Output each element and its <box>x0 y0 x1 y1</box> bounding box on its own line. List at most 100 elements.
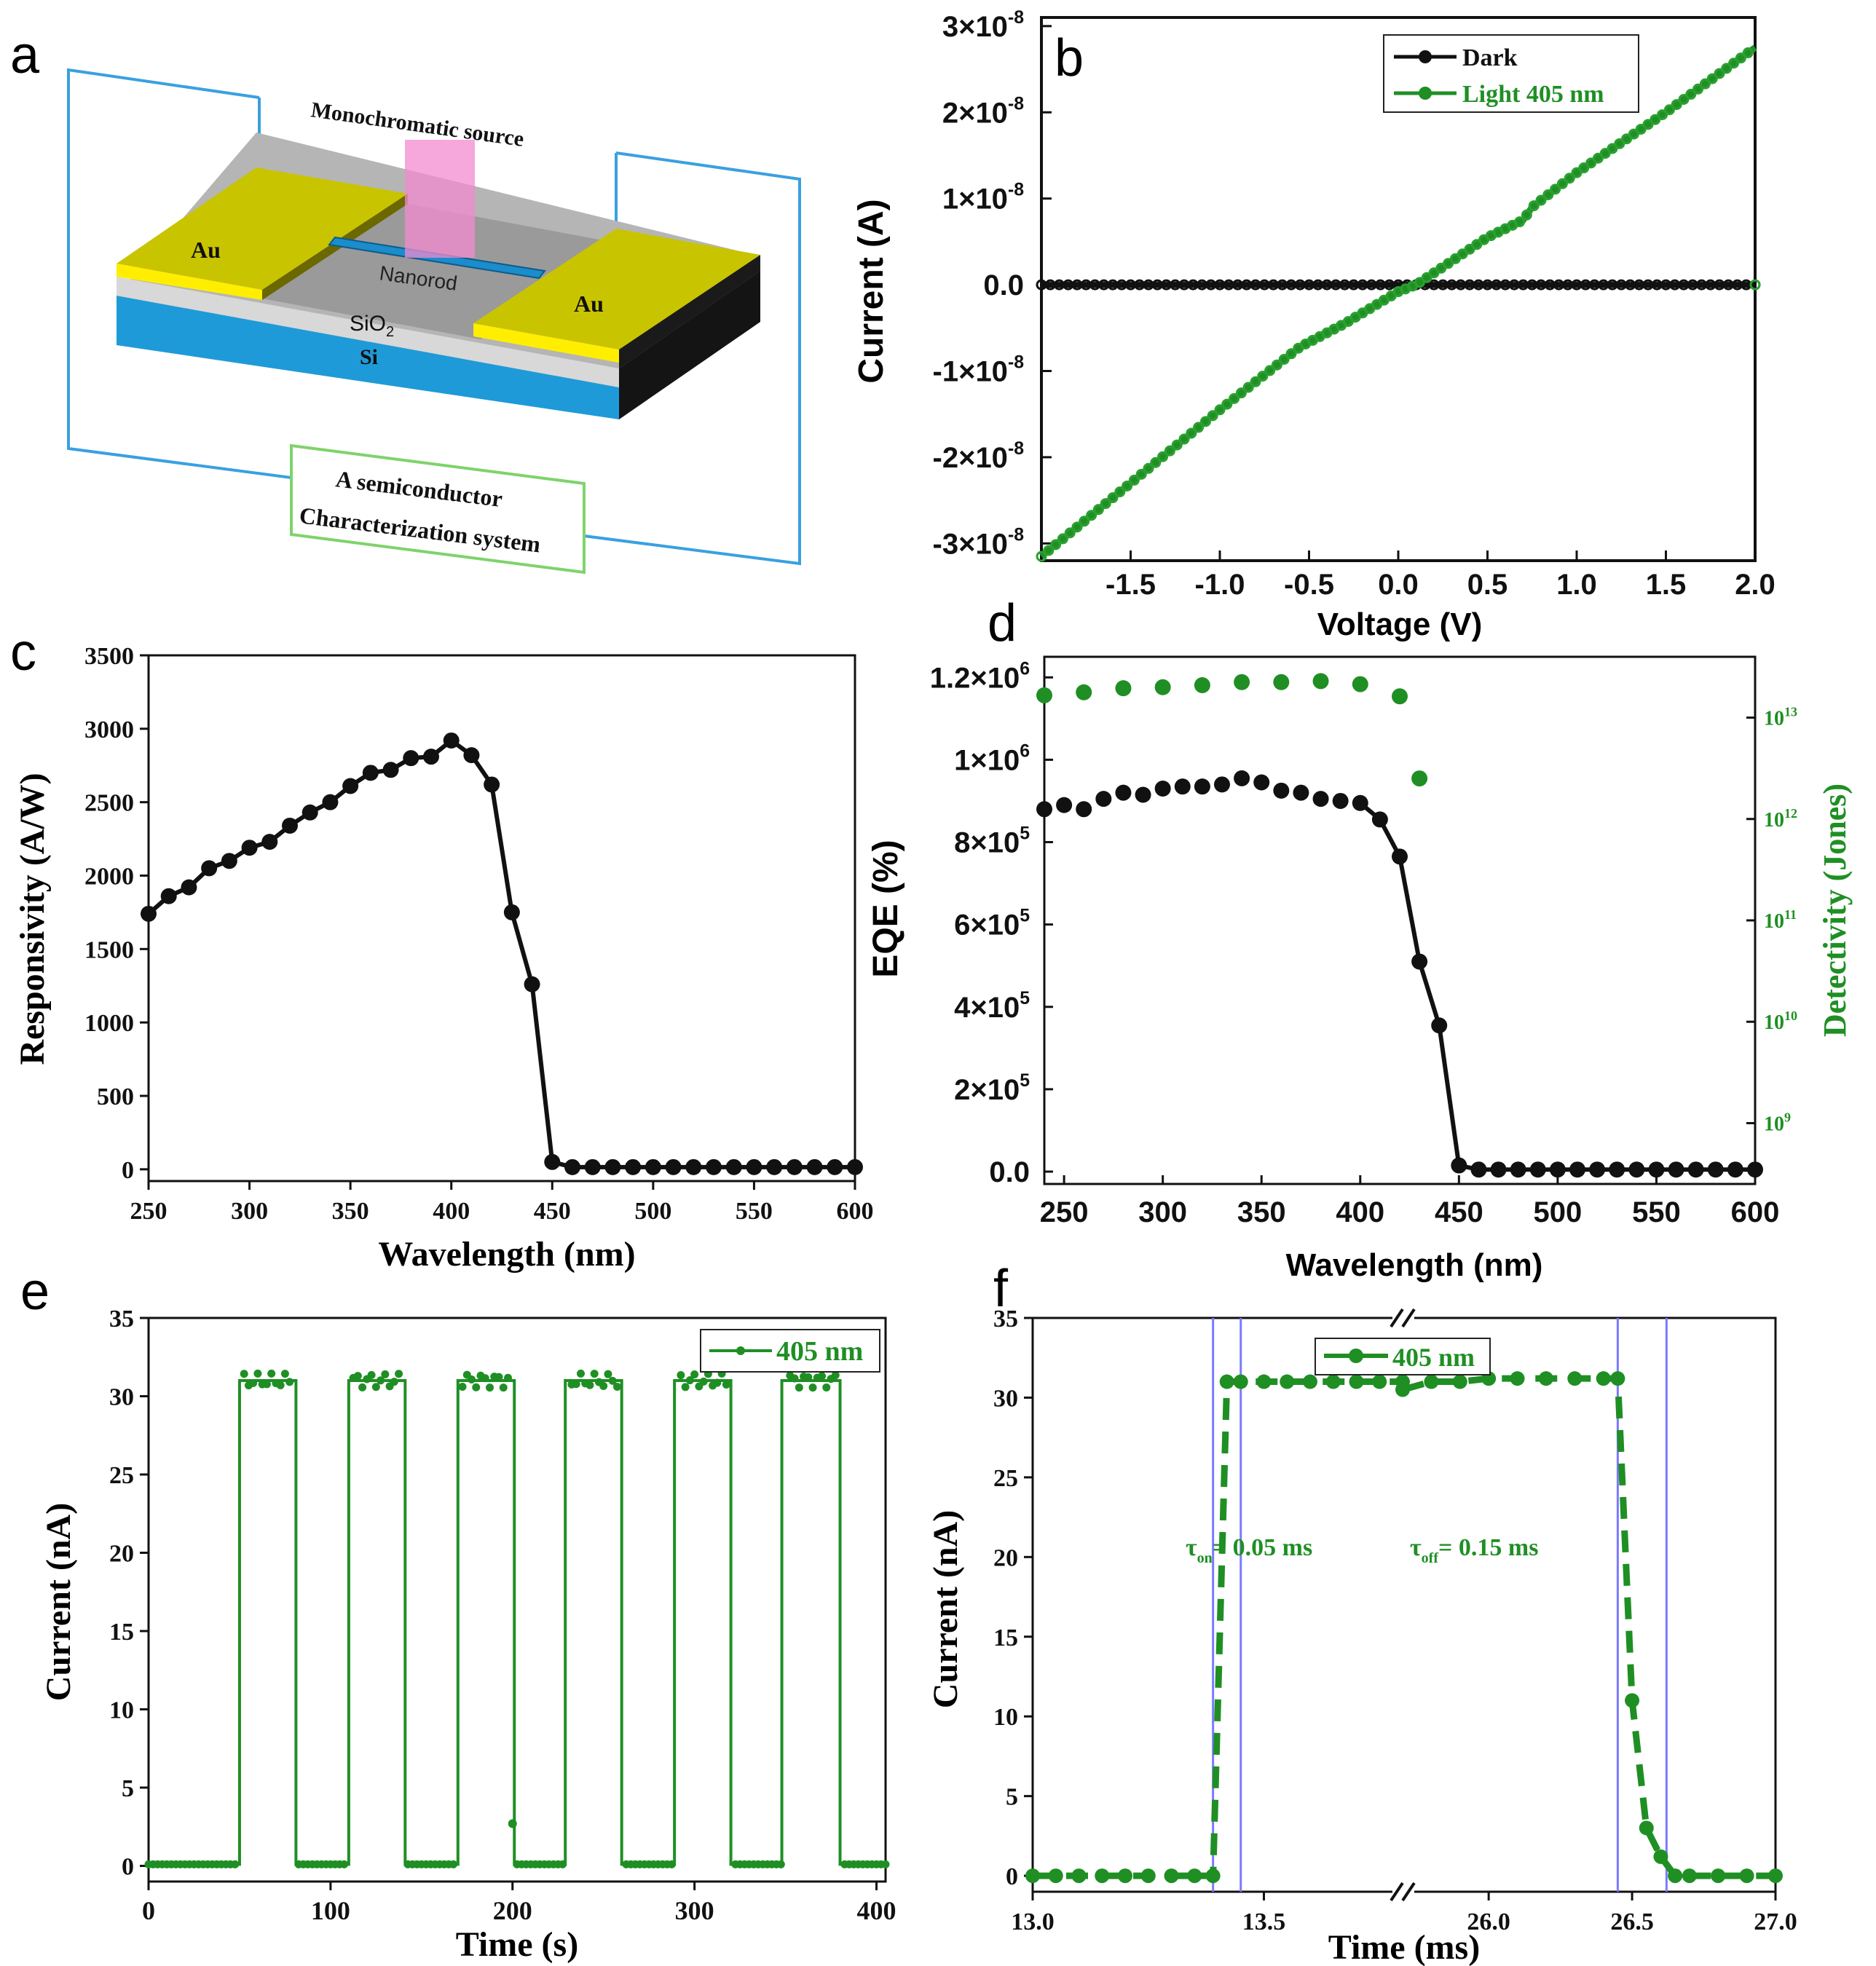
y-tick-label-d-mantissa: 8 <box>954 827 970 859</box>
series-b <box>1036 44 1761 562</box>
y-tick-label-b-times: ×10 <box>958 97 1008 129</box>
y-tick-label-d-times: ×10 <box>970 827 1020 859</box>
y-tick-label-f: 5 <box>1006 1784 1018 1811</box>
data-point-responsivity <box>423 749 439 765</box>
y-tick-label-b-mantissa: 0.0 <box>983 269 1024 301</box>
data-point-405nm <box>590 1370 599 1378</box>
data-point-light <box>1449 253 1461 264</box>
legend-label-f: 405 nm <box>1392 1343 1475 1372</box>
data-point-405nm <box>608 1376 617 1385</box>
data-point-405nm <box>808 1383 817 1392</box>
data-point-light <box>1186 427 1197 439</box>
data-point-responsivity <box>524 976 540 992</box>
data-point-light <box>1528 200 1540 212</box>
data-point-responsivity <box>403 750 419 767</box>
data-point-405nm <box>249 1378 258 1387</box>
y-tick-label-d-right: 1012 <box>1764 806 1797 832</box>
tau-on-annotation: τon= 0.05 ms <box>1186 1534 1312 1566</box>
data-point-light <box>1550 183 1561 195</box>
y-tick-label-d-mantissa: 6 <box>954 909 970 941</box>
data-point-405nm <box>1095 1868 1110 1884</box>
data-point-405nm <box>1187 1868 1202 1884</box>
x-tick-label-e: 0 <box>142 1896 155 1925</box>
data-point-light <box>1250 376 1261 387</box>
x-tick-label-c: 600 <box>837 1198 874 1225</box>
data-point-eqe <box>1569 1161 1585 1178</box>
data-point-light <box>1128 474 1140 486</box>
y-tick-label-b-times: ×10 <box>958 442 1008 474</box>
data-point-light <box>1706 73 1718 84</box>
si-label: Si <box>360 345 378 369</box>
legend-label-dark: Dark <box>1462 44 1518 71</box>
data-point-light <box>1699 78 1711 90</box>
y-tick-label-d-right-exponent: 11 <box>1784 907 1797 922</box>
y-tick-label-b-mantissa: -2 <box>933 442 959 474</box>
x-tick-label-b: 1.5 <box>1646 569 1687 601</box>
y-tick-label-d-right: 1010 <box>1764 1008 1797 1034</box>
data-point-responsivity <box>160 888 177 904</box>
data-point-light <box>1678 93 1690 105</box>
data-point-eqe <box>1411 953 1428 970</box>
data-point-405nm <box>667 1860 676 1868</box>
data-point-405nm <box>449 1860 458 1868</box>
data-point-405nm <box>1452 1374 1467 1389</box>
legend-b: Dark Light 405 nm <box>1383 34 1639 113</box>
data-point-405nm <box>776 1860 785 1868</box>
y-tick-label-b-times: ×10 <box>958 11 1008 43</box>
y-tick-label-f: 30 <box>993 1385 1018 1412</box>
data-point-eqe <box>1174 778 1191 795</box>
data-point-light <box>1092 504 1104 516</box>
data-point-light <box>1642 119 1654 130</box>
data-point-light <box>1122 480 1133 491</box>
data-point-eqe <box>1095 791 1112 808</box>
y-tick-label-b-times: ×10 <box>958 355 1008 387</box>
data-point-405nm <box>599 1381 608 1390</box>
y-axis-title-d-right: Detectivity (Jones) <box>1817 783 1853 1037</box>
data-point-405nm <box>1668 1868 1683 1884</box>
data-point-responsivity <box>544 1153 561 1170</box>
data-point-light <box>1214 404 1226 416</box>
data-point-light <box>1571 167 1583 178</box>
data-point-eqe <box>1510 1161 1526 1178</box>
data-point-eqe <box>1687 1161 1704 1178</box>
data-point-405nm <box>280 1370 289 1378</box>
characterization-system-box <box>290 443 586 575</box>
data-point-405nm <box>231 1860 240 1868</box>
data-point-light <box>1278 354 1290 366</box>
legend-f: 405 nm <box>1315 1338 1491 1375</box>
panel-f-response-time-chart: f 0 5 10 15 20 25 30 35 13.0 13.5 26.0 26.5 27.0 Ti… <box>926 1260 1797 1966</box>
series-line-405nm-seg2 <box>1401 1375 1776 1879</box>
series-f <box>1025 1318 1783 1892</box>
data-point-eqe <box>1273 782 1290 799</box>
data-point-light <box>1685 88 1697 100</box>
data-point-405nm <box>681 1383 690 1391</box>
data-point-405nm <box>371 1383 380 1391</box>
y-tick-label-d-times: ×10 <box>970 1074 1020 1106</box>
data-point-light <box>1079 516 1090 527</box>
data-point-responsivity <box>181 879 197 896</box>
data-point-light <box>1064 527 1076 539</box>
data-point-405nm <box>353 1372 362 1381</box>
data-point-detectivity <box>1036 687 1052 703</box>
data-point-405nm <box>1639 1820 1654 1836</box>
y-tick-label-f: 15 <box>993 1624 1018 1651</box>
y-tick-label-e: 15 <box>109 1619 134 1646</box>
data-point-405nm <box>395 1370 403 1378</box>
data-point-light <box>1150 457 1162 468</box>
data-point-light <box>1599 148 1611 159</box>
panel-label-d: d <box>988 594 1017 652</box>
data-point-405nm <box>1596 1371 1611 1386</box>
data-point-eqe <box>1549 1161 1566 1178</box>
au-label-left: Au <box>191 237 221 263</box>
y-tick-label-b: -3×10-8 <box>933 525 1025 560</box>
substrate-side <box>619 271 760 419</box>
x-tick-label-b: 0.0 <box>1378 569 1419 601</box>
channel-region <box>262 204 626 339</box>
data-point-responsivity <box>564 1158 580 1175</box>
y-tick-label-c: 0 <box>122 1157 134 1184</box>
data-point-light <box>1428 267 1440 279</box>
data-point-405nm <box>795 1383 803 1392</box>
y-tick-label-b: -2×10-8 <box>933 439 1025 474</box>
y-tick-label-e: 35 <box>109 1306 134 1333</box>
